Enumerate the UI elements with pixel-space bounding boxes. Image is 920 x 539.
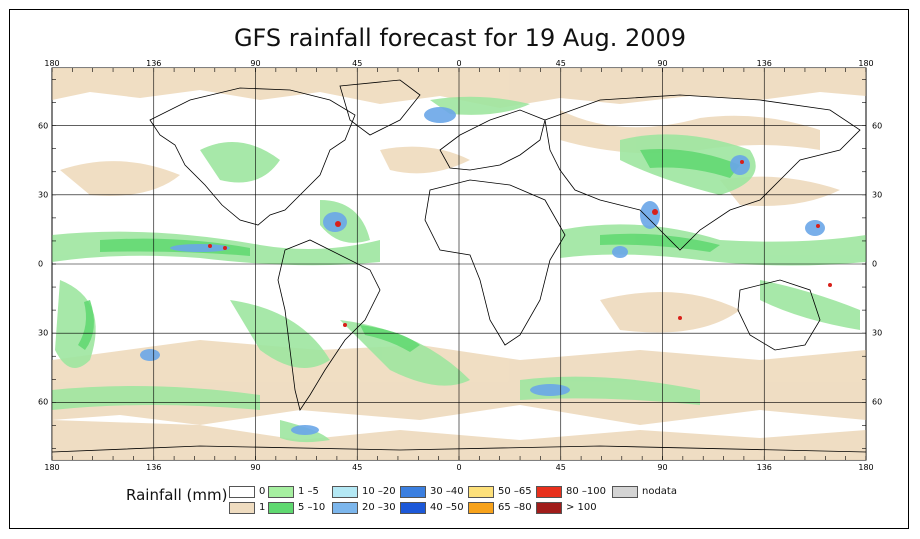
latitude-tick-label: 0 bbox=[872, 259, 878, 269]
legend-label: 0 bbox=[259, 486, 266, 497]
legend-swatch bbox=[229, 502, 255, 514]
legend-title: Rainfall (mm) bbox=[126, 486, 228, 504]
longitude-tick-label: 0 bbox=[456, 59, 462, 68]
longitude-tick-label: 45 bbox=[555, 463, 566, 472]
extreme-rain-layer bbox=[208, 160, 832, 327]
longitude-tick-label: 90 bbox=[250, 463, 261, 472]
legend-label: 5 –10 bbox=[298, 502, 326, 513]
legend-swatch bbox=[332, 486, 358, 498]
legend-label: > 100 bbox=[566, 502, 597, 513]
latitude-tick-label: 60 bbox=[38, 397, 49, 407]
longitude-tick-label: 0 bbox=[456, 463, 462, 472]
south-america-outline bbox=[277, 239, 381, 411]
longitude-tick-label: 136 bbox=[756, 463, 772, 472]
legend-swatch bbox=[400, 502, 426, 514]
latitude-tick-label: 60 bbox=[872, 121, 883, 131]
longitude-tick-label: 136 bbox=[756, 59, 772, 68]
latitude-tick-label: 0 bbox=[38, 259, 44, 269]
map-title: GFS rainfall forecast for 19 Aug. 2009 bbox=[233, 24, 687, 52]
asia-outline bbox=[544, 94, 861, 251]
legend-label: 40 –50 bbox=[430, 502, 464, 513]
latitude-tick-label: 30 bbox=[872, 328, 883, 338]
longitude-tick-label: 180 bbox=[44, 463, 60, 472]
longitude-tick-label: 45 bbox=[555, 59, 566, 68]
legend-swatch bbox=[268, 502, 294, 514]
legend-swatch bbox=[332, 502, 358, 514]
longitude-tick-label: 90 bbox=[250, 59, 261, 68]
tick-marks bbox=[51, 68, 867, 460]
longitude-tick-label: 45 bbox=[352, 59, 363, 68]
antarctica-outline bbox=[51, 445, 867, 453]
latitude-tick-label: 60 bbox=[38, 121, 49, 131]
legend-swatch bbox=[468, 502, 494, 514]
legend-swatch bbox=[268, 486, 294, 498]
legend-label: 1 bbox=[259, 502, 266, 513]
africa-outline bbox=[424, 179, 566, 346]
legend-swatch bbox=[468, 486, 494, 498]
longitude-tick-label: 45 bbox=[352, 463, 363, 472]
legend-label: 30 –40 bbox=[430, 486, 464, 497]
longitude-tick-label: 180 bbox=[858, 59, 874, 68]
legend-label: 50 –65 bbox=[498, 486, 532, 497]
legend-swatch bbox=[536, 502, 562, 514]
longitude-tick-label: 180 bbox=[858, 463, 874, 472]
legend-swatch bbox=[612, 486, 638, 498]
legend-swatch bbox=[536, 486, 562, 498]
north-america-outline bbox=[149, 87, 356, 226]
heavy-rain-layer bbox=[140, 107, 825, 435]
legend-label: nodata bbox=[642, 486, 677, 497]
latitude-tick-label: 30 bbox=[38, 190, 49, 200]
australia-outline bbox=[737, 279, 821, 351]
legend-label: 1 –5 bbox=[298, 486, 319, 497]
coastlines bbox=[51, 79, 867, 453]
latitude-tick-label: 30 bbox=[872, 190, 883, 200]
longitude-tick-label: 136 bbox=[146, 463, 162, 472]
legend-label: 80 –100 bbox=[566, 486, 606, 497]
legend-label: 20 –30 bbox=[362, 502, 396, 513]
legend-swatch bbox=[229, 486, 255, 498]
longitude-tick-label: 180 bbox=[44, 59, 60, 68]
longitude-tick-label: 90 bbox=[657, 59, 668, 68]
longitude-tick-label: 90 bbox=[657, 463, 668, 472]
legend-label: 10 –20 bbox=[362, 486, 396, 497]
longitude-tick-label: 136 bbox=[146, 59, 162, 68]
figure-frame bbox=[9, 9, 909, 529]
latitude-tick-label: 60 bbox=[872, 397, 883, 407]
legend-swatch bbox=[400, 486, 426, 498]
greenland-outline bbox=[339, 79, 421, 136]
legend-label: 65 –80 bbox=[498, 502, 532, 513]
latitude-tick-label: 30 bbox=[38, 328, 49, 338]
europe-outline bbox=[439, 109, 546, 171]
